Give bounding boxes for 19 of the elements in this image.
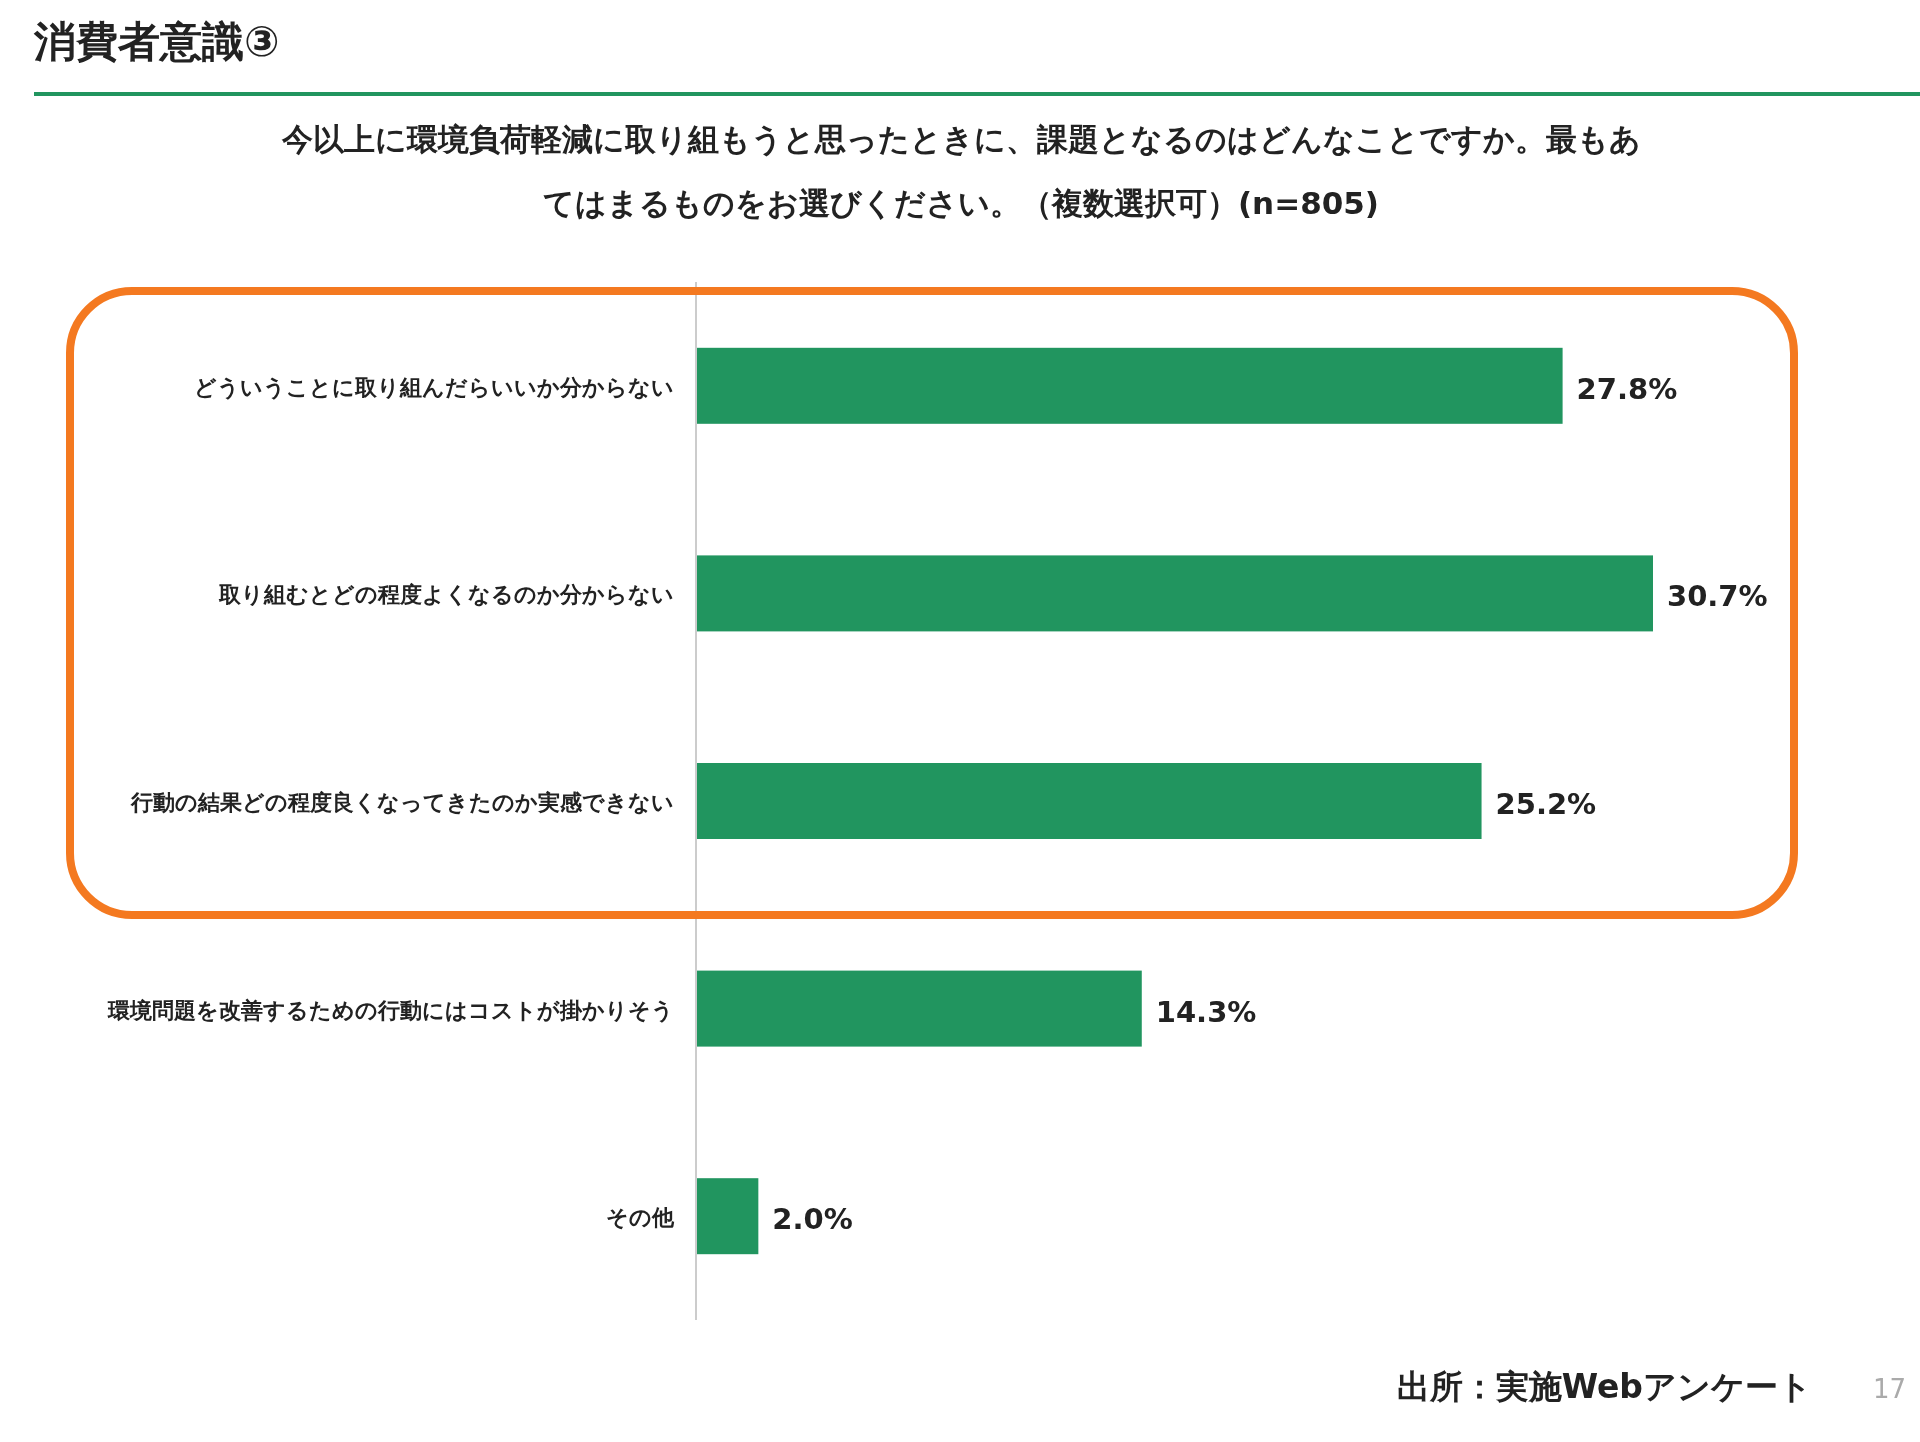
bar [696, 763, 1482, 839]
data-label: 2.0% [772, 1202, 853, 1237]
y-tick-label: どういうことに取り組んだらいいか分からない [194, 374, 674, 400]
bar [696, 970, 1142, 1047]
bar [696, 347, 1563, 424]
chart-subtitle: 今以上に環境負荷軽減に取り組もうと思ったときに、課題となるのはどんなことですか。最もあてはまるものをお選びください。（複数選択可）(n=805) [280, 121, 1641, 221]
y-tick-label: その他 [606, 1205, 675, 1231]
data-label: 30.7% [1667, 579, 1768, 614]
text: 17 [1872, 1374, 1906, 1404]
text: 消費者意識③ [33, 17, 280, 66]
y-tick-label: 取り組むとどの程度よくなるのか分からない [218, 582, 674, 608]
y-tick-label: 行動の結果どの程度良くなってきたのか実感できない [130, 790, 674, 815]
data-label: 27.8% [1576, 371, 1678, 406]
text: 出所：実施Webアンケート [1396, 1367, 1812, 1406]
y-tick-label: 環境問題を改善するための行動にはコストが掛かりそう [107, 997, 674, 1023]
bar [696, 1178, 759, 1255]
data-label: 25.2% [1495, 787, 1597, 821]
data-label: 14.3% [1155, 994, 1257, 1029]
bar [696, 555, 1653, 632]
